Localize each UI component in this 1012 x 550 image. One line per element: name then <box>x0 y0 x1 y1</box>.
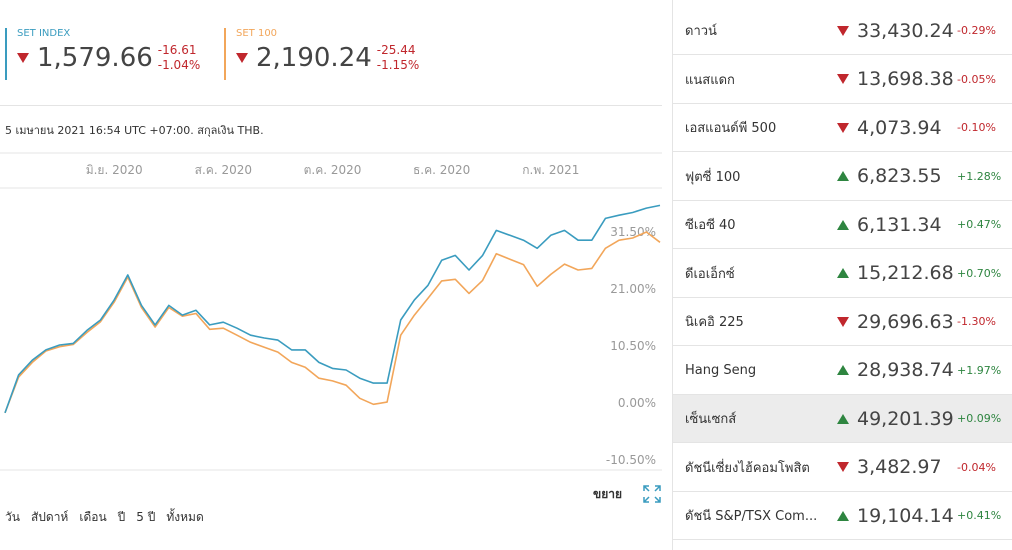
market-value: 4,073.94 <box>857 116 942 139</box>
market-value: 15,212.68 <box>857 262 954 284</box>
range-option[interactable]: สัปดาห์ <box>30 510 69 524</box>
market-name: ฟุตซี่ 100 <box>685 169 741 185</box>
market-name: ดีเอเอ็กซ์ <box>685 266 735 282</box>
market-change: +0.41% <box>957 509 1002 522</box>
y-tick-label: 0.00% <box>618 396 656 410</box>
quote-change: -25.44 -1.15% <box>377 43 419 73</box>
x-tick-label: ต.ค. 2020 <box>304 163 362 177</box>
market-change: +0.09% <box>957 412 1002 425</box>
x-tick-label: ส.ค. 2020 <box>195 163 252 177</box>
market-row[interactable]: ดัชนี S&P/TSX Com... 19,104.14 +0.41% <box>673 492 1012 540</box>
market-change: +0.70% <box>957 266 1002 280</box>
arrow <box>837 413 849 424</box>
market-change: -1.30% <box>957 315 996 328</box>
arrow <box>837 171 849 181</box>
market-name: ดาวน์ <box>685 24 717 39</box>
market-row[interactable]: แนสแดก 13,698.38 -0.05% <box>673 56 1012 104</box>
chart: มิ.ย. 2020 ส.ค. 2020 ต.ค. 2020 ธ.ค. 2020 ก.พ… <box>0 152 662 471</box>
arrow <box>837 462 849 472</box>
x-tick-label: มิ.ย. 2020 <box>86 163 143 177</box>
quote: SET 100 2,190.24 -25.44 -1.15% <box>224 28 419 80</box>
arrow <box>837 268 849 278</box>
market-value: 6,823.55 <box>857 165 942 187</box>
arrow <box>837 365 849 375</box>
market-value: 49,201.39 <box>857 407 954 430</box>
market-row[interactable]: ดีเอเอ็กซ์ 15,212.68 +0.70% <box>673 250 1012 298</box>
market-name: นิเคอิ 225 <box>685 315 744 330</box>
x-tick-label: ก.พ. 2021 <box>522 163 579 177</box>
y-tick-label: 10.50% <box>610 339 656 353</box>
range-selector: วัน สัปดาห์ เดือน ปี 5 ปี ทั้งหมด <box>5 508 215 527</box>
market-change: -0.04% <box>957 460 996 474</box>
arrow <box>17 53 29 63</box>
quote-row: 2,190.24 -25.44 -1.15% <box>236 43 419 73</box>
market-value: 19,104.14 <box>857 504 954 527</box>
arrow <box>236 53 248 63</box>
change: -16.61 <box>157 43 197 57</box>
series-line <box>4 204 661 414</box>
change: -25.44 <box>376 43 416 57</box>
quote-value: 1,579.66 <box>37 43 153 73</box>
arrow <box>837 316 849 327</box>
market-row[interactable]: ดัชนีเซี่ยงไฮ้คอมโพสิต 3,482.97 -0.04% <box>673 444 1012 492</box>
market-row[interactable]: ฟุตซี่ 100 6,823.55 +1.28% <box>673 153 1012 201</box>
y-tick-label: -10.50% <box>606 453 656 467</box>
market-name: เซ็นเซกส์ <box>685 412 737 427</box>
market-row[interactable]: เอสแอนด์พี 500 4,073.94 -0.10% <box>673 104 1012 152</box>
market-value: 29,696.63 <box>857 310 954 333</box>
market-name: ซีเอซี 40 <box>685 218 736 233</box>
timestamp: 5 เมษายน 2021 16:54 UTC +07:00. สกุลเงิน… <box>5 124 264 137</box>
market-change: -0.10% <box>957 121 996 134</box>
market-name: ดัชนี S&P/TSX Com... <box>685 509 818 524</box>
arrow <box>837 510 849 521</box>
market-change: +0.47% <box>957 218 1002 231</box>
quote-change: -16.61 -1.04% <box>158 43 200 73</box>
quote: SET INDEX 1,579.66 -16.61 -1.04% <box>5 28 200 80</box>
arrow <box>837 122 849 133</box>
market-value: 28,938.74 <box>857 359 954 381</box>
arrow <box>837 25 849 36</box>
x-tick-label: ธ.ค. 2020 <box>413 163 470 177</box>
arrow <box>837 219 849 230</box>
market-value: 13,698.38 <box>857 68 954 90</box>
quote-value: 2,190.24 <box>256 43 372 73</box>
percent: -1.04% <box>157 58 201 72</box>
divider <box>0 105 662 106</box>
market-change: -0.05% <box>957 72 996 86</box>
market-value: 6,131.34 <box>857 213 942 236</box>
series-line <box>4 231 661 414</box>
quote-name: SET INDEX <box>17 28 71 39</box>
quote-name: SET 100 <box>236 28 278 39</box>
market-row[interactable]: ซีเอซี 40 6,131.34 +0.47% <box>673 201 1012 249</box>
range-option[interactable]: วัน <box>5 510 20 524</box>
range-option[interactable]: ปี <box>117 510 126 524</box>
market-change: +1.28% <box>957 169 1002 183</box>
market-change: -0.29% <box>957 24 996 37</box>
market-row[interactable]: เซ็นเซกส์ 49,201.39 +0.09% <box>673 395 1012 443</box>
market-name: แนสแดก <box>685 72 735 88</box>
y-tick-label: 21.00% <box>610 282 656 296</box>
range-option[interactable]: 5 ปี <box>136 510 156 524</box>
y-tick-label: 31.50% <box>610 225 656 239</box>
arrow <box>837 74 849 84</box>
market-name: ดัชนีเซี่ยงไฮ้คอมโพสิต <box>685 460 810 476</box>
range-option[interactable]: ทั้งหมด <box>166 510 204 524</box>
expand-icon[interactable] <box>642 484 662 504</box>
panel-divider <box>672 0 673 550</box>
market-row[interactable]: Hang Seng 28,938.74 +1.97% <box>673 347 1012 395</box>
market-row[interactable]: ดาวน์ 33,430.24 -0.29% <box>673 7 1012 55</box>
expand-button[interactable]: ขยาย <box>593 487 623 501</box>
market-value: 3,482.97 <box>857 456 942 478</box>
market-name: Hang Seng <box>685 362 757 378</box>
range-option[interactable]: เดือน <box>79 510 107 524</box>
market-name: เอสแอนด์พี 500 <box>685 121 777 136</box>
quote-row: 1,579.66 -16.61 -1.04% <box>17 43 200 73</box>
market-row[interactable]: นิเคอิ 225 29,696.63 -1.30% <box>673 298 1012 346</box>
percent: -1.15% <box>376 58 420 72</box>
market-value: 33,430.24 <box>857 19 954 42</box>
market-change: +1.97% <box>957 363 1002 377</box>
